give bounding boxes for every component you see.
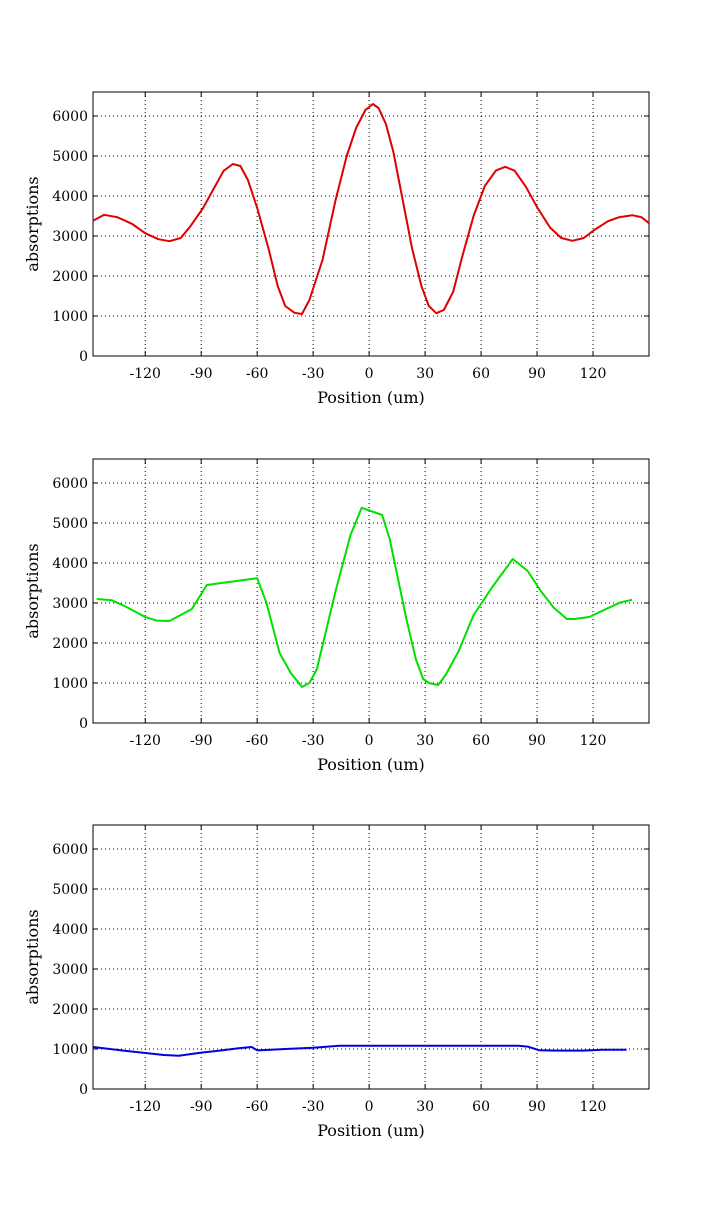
y-tick-label: 0 [79, 349, 88, 365]
y-tick-label: 1000 [52, 309, 88, 325]
x-tick-label: -90 [190, 1099, 213, 1115]
x-tick-label: 30 [416, 733, 434, 749]
y-tick-label: 2000 [52, 1002, 88, 1018]
y-tick-label: 4000 [52, 922, 88, 938]
y-axis-label: absorptions [23, 543, 42, 638]
x-tick-label: 0 [365, 366, 374, 382]
y-tick-label: 6000 [52, 109, 88, 125]
y-tick-label: 1000 [52, 676, 88, 692]
x-tick-label: 120 [580, 1099, 607, 1115]
x-tick-label: -60 [246, 733, 269, 749]
y-tick-label: 5000 [52, 149, 88, 165]
x-tick-label: 30 [416, 366, 434, 382]
y-tick-label: 3000 [52, 596, 88, 612]
x-tick-label: 90 [528, 733, 546, 749]
x-tick-label: -90 [190, 733, 213, 749]
x-tick-label: 60 [472, 1099, 490, 1115]
chart-panel-3: -120 -90 -60 -30 0 30 60 90 120 0 1000 2000 3000 4000… [23, 825, 649, 1140]
y-tick-label: 2000 [52, 269, 88, 285]
x-tick-label: -30 [302, 733, 325, 749]
x-tick-label: 120 [580, 366, 607, 382]
x-tick-label: -30 [302, 366, 325, 382]
x-tick-label: 30 [416, 1099, 434, 1115]
x-tick-label: -60 [246, 366, 269, 382]
x-tick-label: 90 [528, 366, 546, 382]
y-tick-label: 1000 [52, 1042, 88, 1058]
x-tick-label: -30 [302, 1099, 325, 1115]
y-axis-label: absorptions [23, 176, 42, 271]
x-tick-label: 0 [365, 1099, 374, 1115]
x-tick-label: 0 [365, 733, 374, 749]
x-axis-label: Position (um) [317, 1121, 425, 1140]
x-tick-label: 60 [472, 733, 490, 749]
y-tick-label: 5000 [52, 516, 88, 532]
x-tick-label: 120 [580, 733, 607, 749]
chart-panel-2: -120 -90 -60 -30 0 30 60 90 120 0 1000 2000 3000 4000… [23, 459, 649, 774]
y-axis-label: absorptions [23, 909, 42, 1004]
x-tick-label: 60 [472, 366, 490, 382]
x-tick-label: -60 [246, 1099, 269, 1115]
y-tick-label: 4000 [52, 556, 88, 572]
y-tick-label: 0 [79, 1082, 88, 1098]
chart-panel-1: -120 -90 -60 -30 0 30 60 90 120 0 1000 2000 3000 4000… [23, 92, 649, 407]
y-tick-label: 3000 [52, 962, 88, 978]
x-tick-label: -120 [130, 733, 161, 749]
y-tick-label: 0 [79, 716, 88, 732]
y-tick-label: 4000 [52, 189, 88, 205]
y-tick-label: 6000 [52, 842, 88, 858]
x-tick-label: 90 [528, 1099, 546, 1115]
y-tick-label: 2000 [52, 636, 88, 652]
x-tick-label: -120 [130, 366, 161, 382]
y-tick-label: 6000 [52, 476, 88, 492]
y-tick-label: 3000 [52, 229, 88, 245]
x-axis-label: Position (um) [317, 755, 425, 774]
y-tick-label: 5000 [52, 882, 88, 898]
x-tick-label: -90 [190, 366, 213, 382]
x-tick-label: -120 [130, 1099, 161, 1115]
x-axis-label: Position (um) [317, 388, 425, 407]
